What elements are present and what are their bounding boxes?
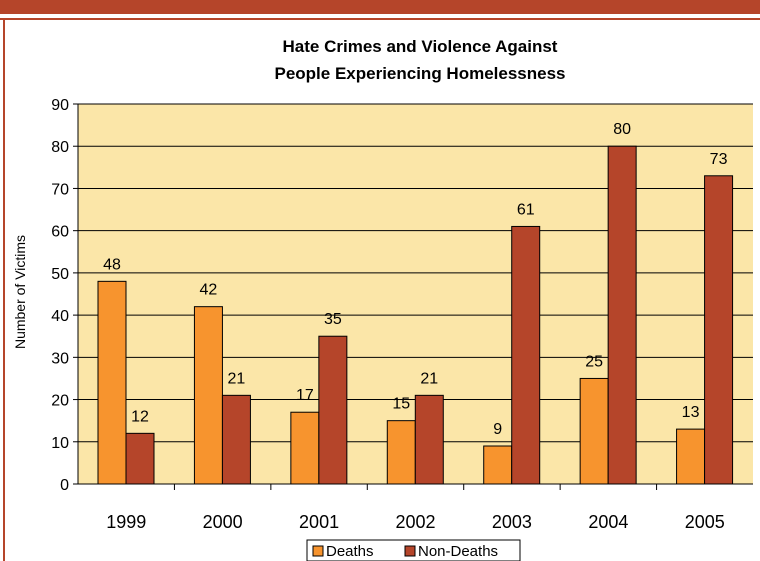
legend-swatch: [404, 545, 416, 557]
x-tick-label: 2001: [299, 512, 339, 532]
data-label: 21: [228, 370, 246, 387]
legend: Deaths Non-Deaths: [306, 539, 521, 561]
legend-swatch: [312, 545, 324, 557]
bar-deaths-2002: [386, 420, 416, 485]
y-tick-label: 60: [51, 224, 69, 241]
frame-top-band: [0, 0, 760, 14]
data-label: 21: [420, 370, 438, 387]
bar-non-deaths-2001: [318, 335, 348, 485]
y-tick-label: 40: [51, 308, 69, 325]
data-label: 9: [493, 421, 502, 438]
data-label: 17: [296, 387, 314, 404]
bar-non-deaths-2005: [704, 175, 734, 485]
x-tick-label: 2000: [203, 512, 243, 532]
bar-deaths-2003: [483, 445, 513, 485]
data-label: 42: [200, 282, 218, 299]
x-tick-label: 2002: [395, 512, 435, 532]
bar-non-deaths-2002: [414, 394, 444, 485]
data-label: 12: [131, 408, 149, 425]
y-tick-label: 20: [51, 393, 69, 410]
bar-deaths-2004: [579, 377, 609, 485]
bar-non-deaths-2004: [607, 145, 637, 485]
plot-area: 0 10 20 30 40 50 60 70 80 90 48 12 1999 42 21 2000 17 35 2…: [51, 97, 753, 532]
legend-entry: Deaths: [326, 543, 374, 560]
y-tick-label: 10: [51, 435, 69, 452]
y-tick-label: 50: [51, 266, 69, 283]
y-tick-label: 30: [51, 350, 69, 367]
bar-non-deaths-1999: [125, 432, 155, 485]
bar-non-deaths-2003: [511, 225, 541, 485]
legend-entry: Non-Deaths: [418, 543, 498, 560]
bar-deaths-1999: [97, 280, 127, 485]
y-tick-label: 0: [60, 477, 69, 494]
data-label: 15: [392, 396, 410, 413]
bar-non-deaths-2000: [221, 394, 251, 485]
y-axis-label: Number of Victims: [12, 235, 28, 349]
data-label: 13: [682, 404, 700, 421]
bar-deaths-2000: [193, 306, 223, 485]
data-label: 61: [517, 201, 535, 218]
y-tick-label: 90: [51, 97, 69, 114]
data-label: 48: [103, 256, 121, 273]
data-label: 35: [324, 311, 342, 328]
data-label: 73: [710, 151, 728, 168]
data-label: 80: [613, 121, 631, 138]
x-tick-label: 1999: [106, 512, 146, 532]
y-tick-label: 70: [51, 181, 69, 198]
x-tick-label: 2005: [685, 512, 725, 532]
chart-title-line-1: Hate Crimes and Violence Against: [283, 37, 558, 56]
bar-deaths-2001: [290, 411, 320, 485]
chart-title-line-2: People Experiencing Homelessness: [274, 64, 565, 83]
x-tick-label: 2004: [588, 512, 628, 532]
data-label: 25: [585, 353, 603, 370]
y-tick-label: 80: [51, 139, 69, 156]
bar-deaths-2005: [676, 428, 706, 485]
x-tick-label: 2003: [492, 512, 532, 532]
